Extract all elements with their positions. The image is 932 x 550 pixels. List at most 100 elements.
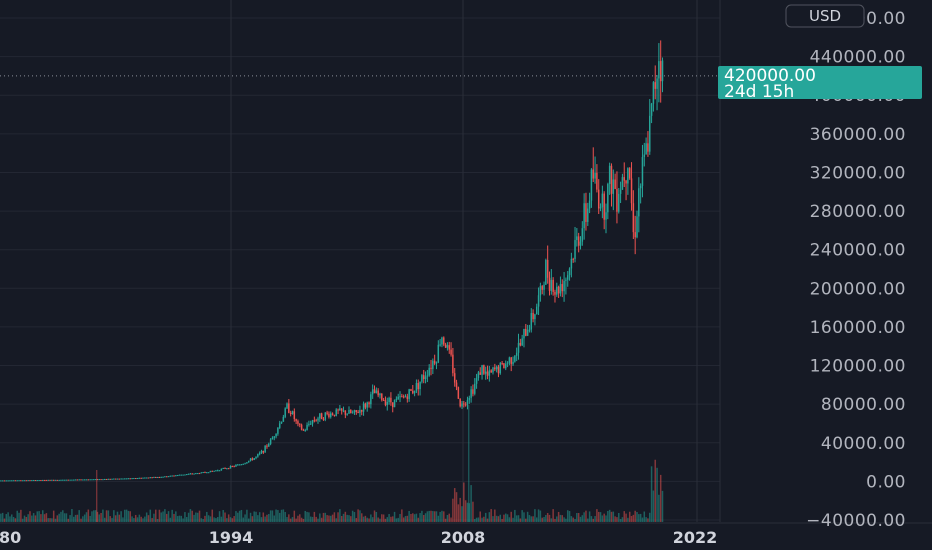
volume-bar <box>565 518 567 522</box>
candle-body <box>162 476 164 478</box>
volume-bar <box>441 510 443 522</box>
volume-bar <box>229 517 232 522</box>
candle-body <box>116 478 119 480</box>
volume-bar <box>412 513 414 522</box>
candle-body <box>282 416 285 422</box>
candle-body <box>198 473 201 475</box>
volume-bar <box>393 511 396 522</box>
candle-body <box>87 479 90 481</box>
volume-bar <box>100 513 102 522</box>
candle-body <box>484 371 487 374</box>
volume-bar <box>599 512 602 522</box>
volume-bar <box>85 512 88 522</box>
candle-body <box>650 103 653 116</box>
volume-bar <box>278 512 281 522</box>
candle-body <box>623 177 625 181</box>
candle-body <box>69 479 71 481</box>
volume-bar <box>27 514 29 522</box>
candle-body <box>521 338 523 346</box>
candle-body <box>568 268 571 276</box>
y-tick-label: 160000.00 <box>810 318 906 338</box>
volume-bar <box>306 511 308 522</box>
candle-body <box>470 389 472 398</box>
volume-bar <box>207 515 210 522</box>
candle-body <box>291 411 294 415</box>
volume-bar <box>495 515 498 522</box>
candle-body <box>300 424 303 430</box>
volume-bar <box>31 515 33 522</box>
volume-bar <box>377 517 379 522</box>
candle-body <box>229 466 232 469</box>
volume-bar <box>608 509 611 522</box>
candle-body <box>175 475 177 477</box>
volume-bar <box>579 516 582 522</box>
volume-bar <box>291 517 294 522</box>
candle-body <box>448 345 450 350</box>
volume-bar <box>3 518 6 522</box>
candle-body <box>14 480 17 482</box>
volume-bar <box>72 516 75 522</box>
x-tick-label: 2008 <box>441 528 486 547</box>
candle-body <box>127 478 130 480</box>
volume-bar <box>103 517 106 522</box>
candle-body <box>377 390 379 396</box>
volume-bar <box>151 517 153 522</box>
volume-bar <box>508 517 511 522</box>
volume-bar <box>218 511 221 522</box>
candle-body <box>375 390 378 394</box>
volume-bar <box>477 517 480 522</box>
candle-body <box>280 421 283 424</box>
candle-body <box>78 479 80 481</box>
volume-bar <box>41 510 44 522</box>
candle-body <box>244 463 246 465</box>
volume-bar <box>597 511 600 522</box>
candle-body <box>288 403 290 413</box>
volume-bar <box>404 516 407 522</box>
currency-label[interactable]: USD <box>809 7 841 25</box>
volume-bar <box>632 514 635 522</box>
candle-body <box>515 352 518 356</box>
currency-selector-box[interactable] <box>785 4 865 28</box>
volume-bar <box>474 518 476 522</box>
volume-bar <box>116 511 119 522</box>
volume-bar <box>114 515 117 522</box>
candle-body <box>89 479 91 481</box>
candle-body <box>21 480 24 482</box>
x-tick-label: 1980 <box>0 528 21 547</box>
y-tick-label: 280000.00 <box>810 202 906 222</box>
y-tick-label: 40000.00 <box>821 434 906 454</box>
volume-bar <box>29 511 31 522</box>
volume-bar <box>127 510 130 522</box>
volume-bar <box>379 518 381 522</box>
volume-bar <box>160 512 162 522</box>
volume-bar <box>568 511 571 522</box>
volume-bar <box>523 512 525 522</box>
candle-body <box>9 480 11 482</box>
candle-body <box>402 396 405 398</box>
candle-body <box>109 478 111 480</box>
volume-bar <box>428 510 430 522</box>
volume-bar <box>0 513 2 522</box>
volume-bar <box>499 514 502 522</box>
volume-bar <box>408 510 410 522</box>
volume-bar <box>470 485 472 522</box>
candle-body <box>65 479 68 481</box>
volume-bar <box>645 517 647 522</box>
candle-body <box>592 169 595 179</box>
candle-body <box>337 409 339 411</box>
candle-body <box>638 188 640 217</box>
volume-bar <box>466 502 469 522</box>
candle-body <box>102 479 104 481</box>
candle-body <box>344 410 347 415</box>
candle-body <box>371 389 374 395</box>
currency-selector[interactable]: USD <box>785 4 865 28</box>
candle-body <box>12 480 15 482</box>
x-tick-label: 2022 <box>673 528 718 547</box>
candle-body <box>74 479 77 481</box>
y-tick-label: 200000.00 <box>810 279 906 299</box>
volume-bar <box>437 515 440 522</box>
candle-body <box>415 383 418 391</box>
candle-body <box>596 172 598 190</box>
time-axis[interactable]: 1980 1994 2008 2022 <box>0 528 717 547</box>
